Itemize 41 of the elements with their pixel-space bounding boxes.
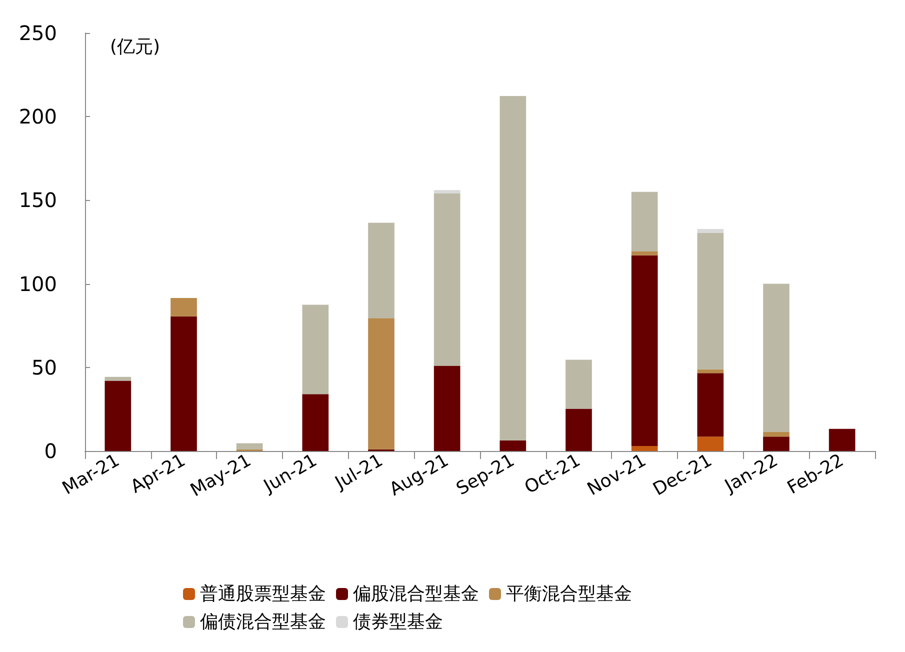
bar: [302, 394, 329, 451]
bar: [763, 432, 790, 437]
bar: [631, 255, 658, 446]
y-tick-label: 100: [18, 272, 57, 296]
bar: [434, 366, 460, 451]
legend-label: 偏股混合型基金: [353, 584, 479, 604]
legend-label: 偏债混合型基金: [200, 612, 326, 632]
bar: [566, 408, 592, 451]
bar: [500, 96, 526, 440]
bar: [697, 228, 724, 233]
legend-label: 普通股票型基金: [200, 584, 326, 604]
legend-label: 债券型基金: [353, 612, 443, 632]
bar: [631, 192, 658, 252]
bar: [763, 284, 790, 432]
y-tick-label: 150: [18, 188, 57, 212]
bar: [368, 318, 394, 450]
bar: [170, 298, 197, 316]
bar: [434, 194, 460, 366]
bar: [566, 360, 592, 409]
bar: [302, 304, 329, 394]
bar: [170, 316, 197, 451]
y-tick-label: 200: [18, 104, 57, 129]
bar: [697, 369, 724, 374]
y-tick-label: 0: [44, 439, 57, 463]
y-tick-label: 250: [18, 21, 57, 45]
bar: [697, 232, 724, 370]
bar: [368, 222, 394, 318]
bar: [104, 380, 132, 451]
legend-label: 平衡混合型基金: [506, 584, 632, 604]
bar: [434, 190, 460, 194]
bar: [631, 252, 658, 256]
bar: [631, 446, 658, 451]
annotation: (亿元): [110, 36, 160, 58]
bar: [236, 443, 263, 450]
bar: [763, 436, 790, 451]
bar: [104, 376, 132, 381]
bar: [697, 436, 724, 451]
bar: [500, 440, 526, 451]
y-tick-label: 50: [32, 355, 57, 380]
bar: [828, 428, 856, 451]
bar: [697, 373, 724, 437]
